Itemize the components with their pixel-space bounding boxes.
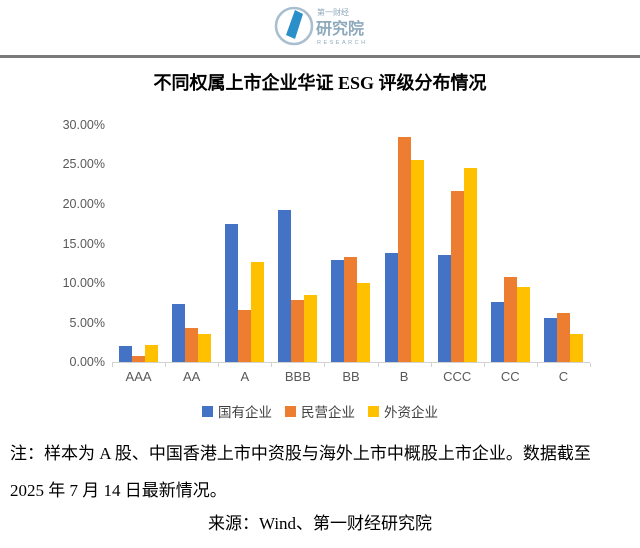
bar-c-民营企业 (556, 313, 570, 362)
bar-bb-外资企业 (357, 283, 371, 362)
x-tick (377, 363, 379, 367)
bar-cc-国有企业 (490, 301, 504, 362)
x-tick (165, 363, 167, 367)
logo-text-line3: RESEARCH (317, 40, 368, 46)
y-tick-label: 25.00% (62, 157, 105, 172)
legend-item: 国有企业 (202, 401, 272, 421)
bar-bb-民营企业 (344, 256, 358, 362)
bar-aaa-外资企业 (145, 345, 159, 362)
legend-label: 国有企业 (218, 405, 272, 420)
header-divider (0, 55, 640, 58)
bar-group-a (218, 125, 271, 362)
x-tick (483, 363, 485, 367)
y-tick-label: 15.00% (62, 236, 105, 251)
x-category-label-ccc: CCC (443, 369, 472, 384)
bar-ccc-国有企业 (437, 255, 451, 362)
x-category-label-c: C (558, 369, 569, 384)
legend-item: 外资企业 (368, 401, 438, 421)
bar-b-国有企业 (384, 252, 398, 362)
footnote-line1: 注：样本为 A 股、中国香港上市中资股与海外上市中概股上市企业。数据截至 (10, 444, 591, 463)
legend-swatch-icon (202, 405, 213, 417)
bar-c-国有企业 (543, 317, 557, 362)
bar-ccc-外资企业 (463, 168, 477, 362)
footnote-line2: 2025 年 7 月 14 日最新情况。 (10, 480, 227, 500)
x-category-label-a: A (240, 369, 250, 384)
y-tick-label: 10.00% (62, 275, 105, 290)
x-tick (430, 363, 432, 367)
bar-b-外资企业 (410, 159, 424, 362)
logo-text-line1: 第一财经 (317, 7, 349, 17)
bar-group-aaa (112, 125, 165, 362)
x-tick (324, 363, 326, 367)
bar-cc-外资企业 (516, 286, 530, 362)
bar-group-c (537, 125, 590, 362)
x-tick (112, 363, 113, 367)
y-tick-label: 5.00% (69, 315, 105, 330)
legend-label: 民营企业 (301, 405, 355, 420)
y-tick-label: 20.00% (62, 196, 105, 211)
logo-parallelogram-icon (286, 10, 303, 39)
legend: 国有企业 民营企业 外资企业 (0, 401, 640, 421)
x-tick (536, 363, 538, 367)
x-category-label-bb: BB (342, 369, 360, 384)
bar-group-bb (324, 125, 377, 362)
bar-a-国有企业 (225, 223, 239, 362)
bar-aa-外资企业 (198, 334, 212, 362)
bar-bbb-民营企业 (291, 299, 305, 362)
bar-bb-国有企业 (331, 260, 345, 362)
footnote: 注：样本为 A 股、中国香港上市中资股与海外上市中概股上市企业。数据截至 202… (10, 436, 632, 509)
bar-cc-民营企业 (503, 276, 517, 362)
x-category-label-cc: CC (500, 369, 520, 384)
yicai-research-logo: 第一财经 研究院 RESEARCH (272, 3, 368, 54)
x-tick (590, 363, 591, 367)
x-category-label-aaa: AAA (125, 369, 152, 384)
legend-label: 外资企业 (384, 405, 438, 420)
plot-area (112, 125, 591, 367)
logo-graphic: 第一财经 研究院 RESEARCH (274, 6, 368, 46)
x-axis: AAA AA A BBB BB B CCC CC C (112, 369, 590, 384)
bar-aaa-国有企业 (119, 346, 133, 362)
y-tick-label: 30.00% (62, 118, 105, 132)
logo-circle-icon (274, 6, 314, 46)
bar-bbb-国有企业 (278, 210, 292, 362)
bar-c-外资企业 (569, 334, 583, 362)
legend-swatch-icon (285, 405, 296, 417)
y-axis: 30.00% 25.00% 20.00% 15.00% 10.00% 5.00% 0.00% (0, 118, 105, 369)
bar-group-bbb (271, 125, 324, 362)
legend-swatch-icon (368, 405, 379, 417)
legend-item: 民营企业 (285, 401, 355, 421)
x-tick (271, 363, 273, 367)
bar-group-cc (484, 125, 537, 362)
bar-aaa-民营企业 (132, 355, 146, 362)
x-category-label-aa: AA (182, 369, 201, 384)
bar-ccc-民营企业 (450, 190, 464, 362)
bar-a-外资企业 (251, 261, 265, 362)
x-tick (218, 363, 220, 367)
bar-group-aa (165, 125, 218, 362)
bar-aa-民营企业 (185, 328, 199, 362)
logo-text-line2: 研究院 (316, 19, 364, 38)
source-line: 来源：Wind、第一财经研究院 (207, 514, 433, 533)
x-category-label-bbb: BBB (284, 369, 311, 384)
y-tick-label: 0.00% (69, 355, 105, 369)
bar-group-ccc (431, 125, 484, 362)
bar-group-b (378, 125, 431, 362)
bar-b-民营企业 (397, 136, 411, 362)
x-category-label-b: B (399, 369, 409, 384)
chart-title: 不同权属上市企业华证 ESG 评级分布情况 (153, 73, 487, 93)
bar-bbb-外资企业 (304, 294, 318, 362)
bar-aa-国有企业 (172, 303, 186, 362)
bar-a-民营企业 (238, 309, 252, 362)
